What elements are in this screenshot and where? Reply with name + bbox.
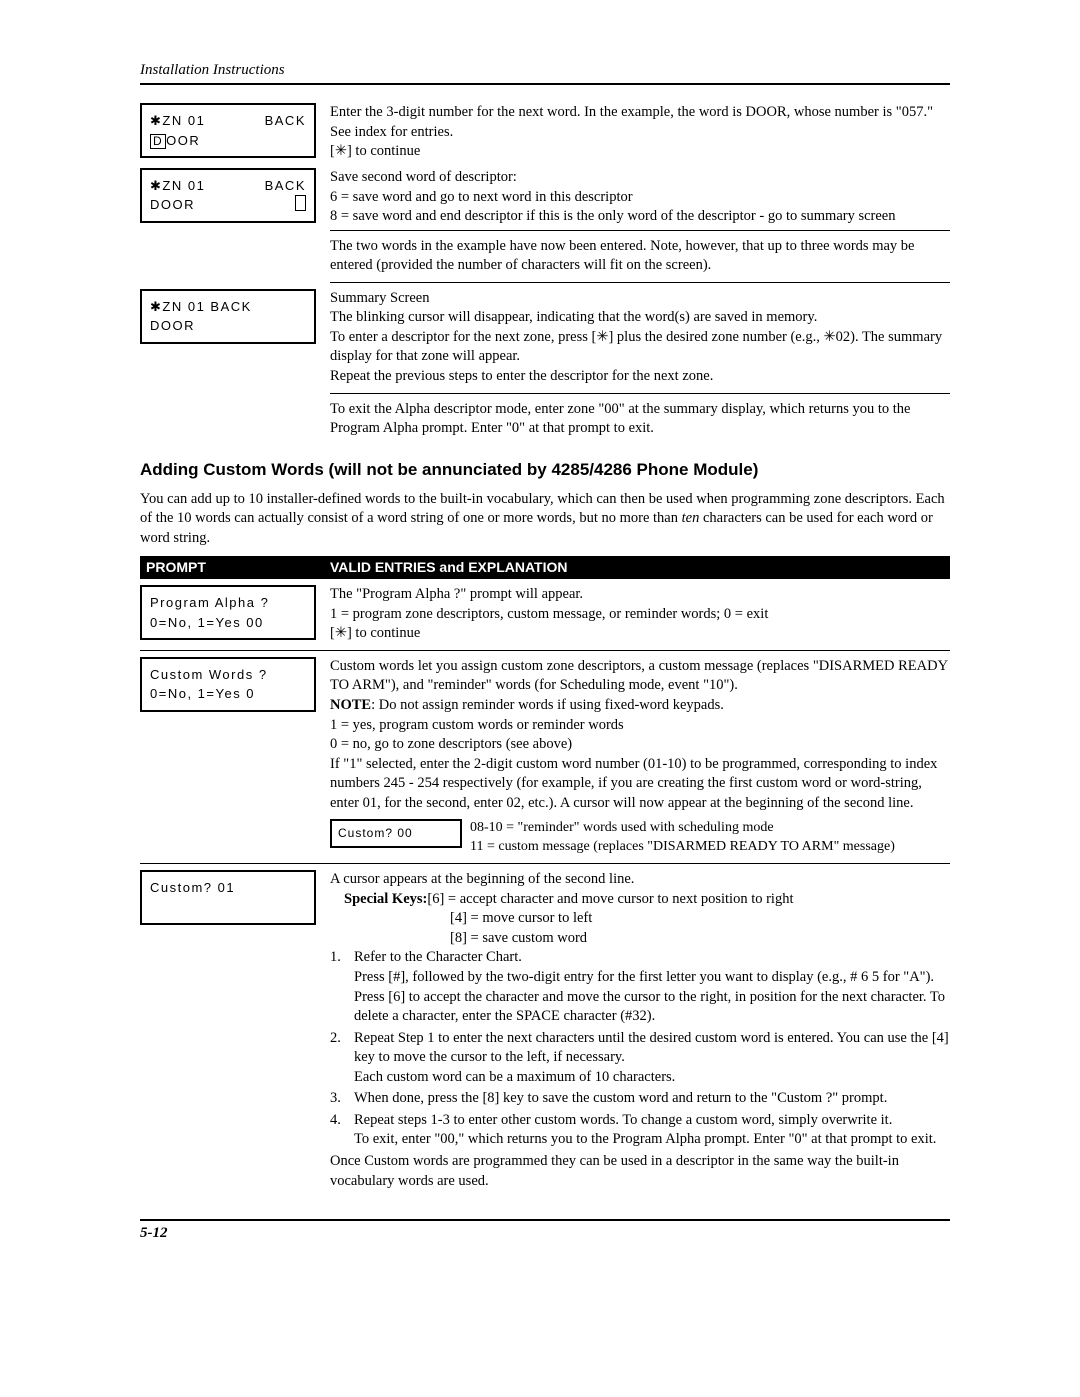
desc-text: The blinking cursor will disappear, indi… bbox=[330, 308, 950, 328]
desc-text: The "Program Alpha ?" prompt will appear… bbox=[330, 585, 950, 605]
desc-text: If "1" selected, enter the 2-digit custo… bbox=[330, 755, 950, 814]
keypad-display-custom-words: Custom Words ? 0=No, 1=Yes 0 bbox=[140, 657, 316, 712]
desc-text: Repeat the previous steps to enter the d… bbox=[330, 367, 950, 387]
desc-text: Custom words let you assign custom zone … bbox=[330, 657, 950, 696]
desc-text: Save second word of descriptor: bbox=[330, 168, 950, 188]
row-custom-01: Custom? 01 A cursor appears at the begin… bbox=[140, 870, 950, 1191]
keypad-display-custom-01: Custom? 01 bbox=[140, 870, 316, 925]
row-summary: ✱ZN 01 BACK DOOR Summary Screen The blin… bbox=[140, 289, 950, 387]
desc-text: [4] = move cursor to left bbox=[344, 909, 950, 929]
desc-text: A cursor appears at the beginning of the… bbox=[330, 870, 950, 890]
intro-paragraph: You can add up to 10 installer-defined w… bbox=[140, 490, 950, 549]
row-program-alpha: Program Alpha ? 0=No, 1=Yes 00 The "Prog… bbox=[140, 585, 950, 644]
row-exit: To exit the Alpha descriptor mode, enter… bbox=[140, 400, 950, 439]
desc-text: 11 = custom message (replaces "DISARMED … bbox=[470, 838, 950, 857]
col-desc: VALID ENTRIES and EXPLANATION bbox=[330, 556, 568, 579]
desc-text: See index for entries. bbox=[330, 123, 950, 143]
desc-text: To enter a descriptor for the next zone,… bbox=[330, 328, 950, 367]
desc-text: Enter the 3-digit number for the next wo… bbox=[330, 103, 950, 123]
col-prompt: PROMPT bbox=[140, 556, 316, 579]
divider bbox=[330, 393, 950, 394]
divider bbox=[140, 863, 950, 864]
desc-text: NOTE: Do not assign reminder words if us… bbox=[330, 696, 950, 716]
keypad-display-3: ✱ZN 01 BACK DOOR bbox=[140, 289, 316, 344]
keypad-display-2: ✱ZN 01BACK DOOR bbox=[140, 168, 316, 223]
page-number: 5-12 bbox=[140, 1219, 950, 1243]
steps-list: 1.Refer to the Character Chart.Press [#]… bbox=[330, 948, 950, 1150]
row-save-word: ✱ZN 01BACK DOOR Save second word of desc… bbox=[140, 168, 950, 276]
desc-text: [✳] to continue bbox=[330, 142, 950, 162]
desc-text: 0 = no, go to zone descriptors (see abov… bbox=[330, 735, 950, 755]
desc-text: 1 = program zone descriptors, custom mes… bbox=[330, 605, 950, 625]
desc-text: Once Custom words are programmed they ca… bbox=[330, 1152, 950, 1191]
section-heading: Adding Custom Words (will not be annunci… bbox=[140, 459, 950, 482]
desc-text: 8 = save word and end descriptor if this… bbox=[330, 207, 950, 227]
table-header-bar: PROMPT VALID ENTRIES and EXPLANATION bbox=[140, 556, 950, 579]
keypad-display-custom-00: Custom? 00 bbox=[330, 819, 462, 847]
desc-text: Summary Screen bbox=[330, 289, 950, 309]
row-custom-words: Custom Words ? 0=No, 1=Yes 0 Custom word… bbox=[140, 657, 950, 857]
desc-text: The two words in the example have now be… bbox=[330, 237, 950, 276]
inner-row: Custom? 00 08-10 = "reminder" words used… bbox=[330, 819, 950, 857]
special-keys: Special Keys:[6] = accept character and … bbox=[344, 890, 950, 910]
desc-text: 6 = save word and go to next word in thi… bbox=[330, 188, 950, 208]
divider bbox=[140, 650, 950, 651]
divider bbox=[330, 282, 950, 283]
row-word-entry: ✱ZN 01BACK DOOR Enter the 3-digit number… bbox=[140, 103, 950, 162]
desc-text: [✳] to continue bbox=[330, 624, 950, 644]
divider bbox=[330, 230, 950, 231]
desc-text: 08-10 = "reminder" words used with sched… bbox=[470, 819, 950, 838]
desc-text: To exit the Alpha descriptor mode, enter… bbox=[330, 400, 950, 439]
desc-text: 1 = yes, program custom words or reminde… bbox=[330, 716, 950, 736]
desc-text: [8] = save custom word bbox=[344, 929, 950, 949]
keypad-display-1: ✱ZN 01BACK DOOR bbox=[140, 103, 316, 158]
keypad-display-program-alpha: Program Alpha ? 0=No, 1=Yes 00 bbox=[140, 585, 316, 640]
page-header: Installation Instructions bbox=[140, 60, 950, 85]
